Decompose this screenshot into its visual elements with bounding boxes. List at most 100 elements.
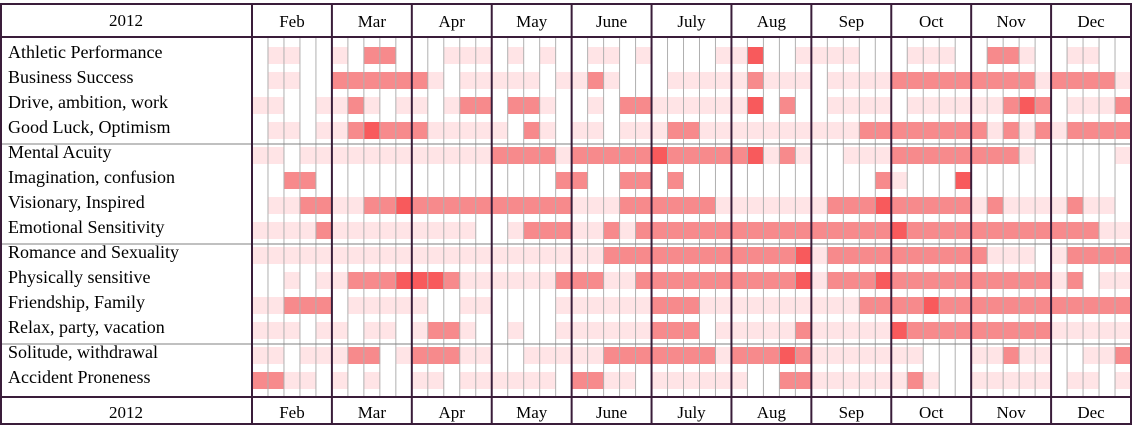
row-label: Athletic Performance bbox=[8, 42, 162, 62]
heat-cell bbox=[347, 297, 365, 314]
heat-cell bbox=[475, 47, 493, 64]
heat-cell bbox=[283, 222, 301, 239]
heat-cell bbox=[747, 122, 764, 139]
heat-cell bbox=[539, 372, 556, 389]
heat-cell bbox=[699, 97, 716, 114]
heat-cell bbox=[875, 322, 892, 339]
heat-cell bbox=[923, 72, 940, 89]
heat-cell bbox=[619, 147, 636, 164]
heat-cell bbox=[827, 222, 844, 239]
heat-cell bbox=[379, 122, 397, 139]
heat-cell bbox=[987, 347, 1004, 364]
heat-cell bbox=[299, 147, 317, 164]
month-label-bottom: Sep bbox=[839, 403, 865, 422]
heat-cell bbox=[1067, 247, 1084, 264]
heat-cell bbox=[1115, 247, 1132, 264]
heat-cell bbox=[763, 147, 780, 164]
heat-cell bbox=[587, 272, 604, 289]
heat-cell bbox=[875, 247, 892, 264]
heat-cell bbox=[843, 72, 860, 89]
heat-cell bbox=[475, 197, 493, 214]
heat-cell bbox=[331, 122, 349, 139]
heat-cell bbox=[651, 147, 668, 164]
heat-cell bbox=[363, 47, 381, 64]
heat-cell bbox=[267, 147, 285, 164]
heat-cell bbox=[715, 72, 732, 89]
heat-cell bbox=[635, 347, 652, 364]
heat-cell bbox=[955, 122, 972, 139]
heat-cell bbox=[252, 147, 269, 164]
row-label: Good Luck, Optimism bbox=[8, 117, 171, 137]
heat-cell bbox=[1035, 97, 1052, 114]
heat-cell bbox=[571, 72, 588, 89]
row-label: Mental Acuity bbox=[8, 142, 111, 162]
heat-cell bbox=[1099, 247, 1116, 264]
heat-cell bbox=[283, 172, 301, 189]
heat-cell bbox=[299, 222, 317, 239]
month-label-top: June bbox=[596, 12, 627, 31]
heat-cell bbox=[363, 347, 381, 364]
heat-cell bbox=[1067, 297, 1084, 314]
heat-cell bbox=[715, 122, 732, 139]
heat-cell bbox=[699, 222, 716, 239]
heat-cell bbox=[443, 272, 461, 289]
heat-cell bbox=[555, 72, 572, 89]
heat-cell bbox=[587, 97, 604, 114]
heat-cell bbox=[843, 297, 860, 314]
heat-cell bbox=[491, 272, 509, 289]
heat-cell bbox=[1115, 72, 1132, 89]
heat-cell bbox=[907, 272, 924, 289]
heat-cell bbox=[907, 222, 924, 239]
heat-cell bbox=[539, 47, 556, 64]
heat-cell bbox=[683, 247, 700, 264]
heat-cell bbox=[811, 272, 828, 289]
heat-cell bbox=[795, 247, 812, 264]
heat-cell bbox=[252, 297, 269, 314]
heat-cell bbox=[252, 222, 269, 239]
heat-cell bbox=[843, 147, 860, 164]
heat-cell bbox=[635, 172, 652, 189]
month-label-bottom: Oct bbox=[919, 403, 944, 422]
heat-cell bbox=[955, 297, 972, 314]
heat-cell bbox=[555, 247, 572, 264]
heat-cell bbox=[379, 147, 397, 164]
year-label-bottom: 2012 bbox=[109, 403, 143, 422]
heat-cell bbox=[459, 372, 477, 389]
heat-cell bbox=[1035, 272, 1052, 289]
heat-cell bbox=[1003, 322, 1020, 339]
heat-cell bbox=[699, 122, 716, 139]
heat-cell bbox=[347, 197, 365, 214]
heat-cell bbox=[779, 122, 796, 139]
heat-cell bbox=[523, 147, 540, 164]
heat-cell bbox=[411, 147, 429, 164]
heat-cell bbox=[827, 47, 844, 64]
heat-cell bbox=[283, 47, 301, 64]
heat-cell bbox=[875, 97, 892, 114]
heat-cell bbox=[635, 247, 652, 264]
heat-cell bbox=[1115, 222, 1132, 239]
heat-cell bbox=[395, 197, 413, 214]
heat-cell bbox=[379, 47, 397, 64]
heat-cell bbox=[715, 222, 732, 239]
heat-cell bbox=[795, 122, 812, 139]
heat-cell bbox=[427, 222, 445, 239]
heat-cell bbox=[395, 97, 413, 114]
heat-cell bbox=[955, 97, 972, 114]
heat-cell bbox=[955, 72, 972, 89]
heat-cell bbox=[731, 347, 748, 364]
heat-cell bbox=[252, 97, 269, 114]
heat-cell bbox=[907, 322, 924, 339]
heat-cell bbox=[651, 322, 668, 339]
heat-cell bbox=[651, 122, 668, 139]
heat-cell bbox=[1115, 372, 1132, 389]
heat-cell bbox=[1019, 372, 1036, 389]
heat-cell bbox=[923, 97, 940, 114]
heat-cell bbox=[267, 47, 285, 64]
heat-cell bbox=[683, 197, 700, 214]
month-label-bottom: Apr bbox=[439, 403, 466, 422]
heat-cell bbox=[379, 297, 397, 314]
heat-cell bbox=[1035, 222, 1052, 239]
heat-cell bbox=[1051, 272, 1068, 289]
heat-cell bbox=[619, 122, 636, 139]
heat-cell bbox=[395, 297, 413, 314]
